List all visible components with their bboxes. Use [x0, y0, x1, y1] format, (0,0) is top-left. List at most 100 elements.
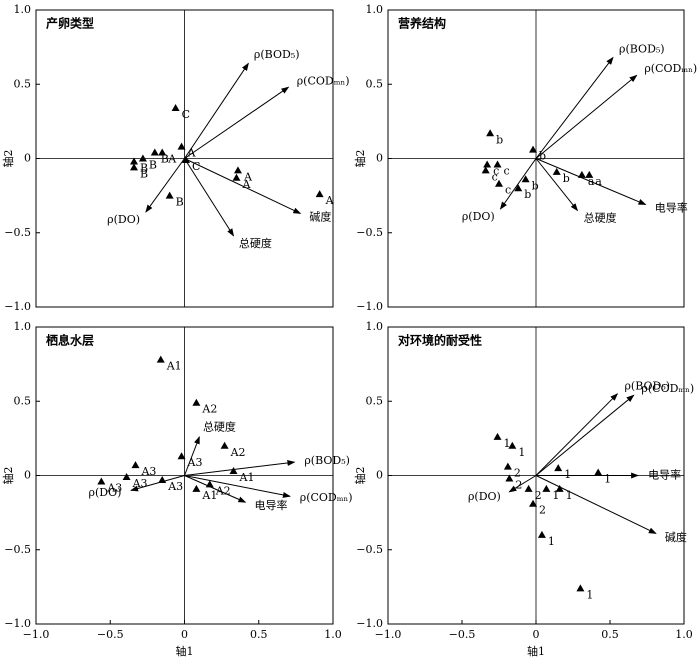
arrow-label: ρ(BOD₅): [254, 48, 300, 61]
point-label: A: [241, 178, 251, 191]
point-label: b: [496, 133, 503, 146]
site-point: [156, 355, 165, 363]
y-axis-label: 轴2: [353, 150, 367, 168]
point-label: 1: [564, 468, 571, 481]
y-tick-label: 0.5: [366, 394, 384, 407]
point-label: A3: [187, 456, 203, 469]
point-label: A2: [215, 484, 231, 497]
point-label: a: [595, 175, 602, 188]
arrow-label: ρ(BOD₅): [624, 380, 670, 393]
y-tick-label: −0.5: [4, 226, 31, 239]
x-tick-label: −1.0: [23, 628, 50, 641]
arrow-label: 总硬度: [584, 210, 617, 224]
point-label: 2: [535, 489, 542, 502]
loading-arrow: [184, 435, 200, 476]
site-point: [233, 166, 242, 174]
x-tick-label: −1.0: [375, 628, 402, 641]
y-axis-label: 轴2: [353, 467, 367, 485]
point-label: A1: [201, 489, 217, 502]
site-point: [585, 170, 594, 178]
site-point: [576, 584, 585, 592]
point-label: A: [187, 147, 197, 160]
loading-arrow: [535, 158, 579, 212]
point-label: B: [176, 196, 184, 209]
site-point: [529, 499, 538, 507]
point-label: A: [325, 194, 335, 207]
y-tick-label: 0: [24, 152, 31, 165]
loading-arrow: [535, 393, 619, 476]
y-tick-label: 0: [376, 469, 383, 482]
arrow-label: ρ(DO): [462, 210, 495, 223]
point-label: a: [588, 175, 595, 188]
point-label: c: [505, 184, 511, 197]
point-label: A3: [140, 465, 156, 478]
y-tick-label: −1.0: [356, 300, 383, 313]
site-point: [481, 166, 490, 174]
site-point: [555, 484, 564, 492]
point-label: A3: [167, 480, 183, 493]
y-tick-label: 1.0: [366, 3, 384, 16]
point-label: B: [140, 161, 148, 174]
panel-title: 产卵类型: [46, 16, 94, 31]
y-tick-label: 0.5: [14, 394, 32, 407]
site-point: [514, 184, 523, 192]
site-point: [503, 462, 512, 470]
point-label: A2: [230, 446, 246, 459]
point-label: B: [149, 159, 157, 172]
x-axis-label: 轴1: [527, 644, 545, 658]
point-label: 1: [586, 588, 593, 601]
arrow-label: 总硬度: [203, 420, 236, 434]
x-tick-label: −0.5: [449, 628, 476, 641]
site-point: [150, 148, 159, 156]
point-label: 2: [539, 504, 546, 517]
site-point: [486, 129, 495, 137]
x-tick-label: 0.5: [250, 628, 268, 641]
arrow-label: 电导率: [648, 468, 681, 482]
site-point: [192, 398, 201, 406]
site-point: [97, 477, 106, 485]
loading-arrow: [535, 74, 638, 159]
point-label: 2: [514, 467, 521, 480]
x-tick-label: 1.0: [324, 628, 342, 641]
site-point: [165, 191, 174, 199]
arrow-label: ρ(DO): [89, 486, 122, 499]
point-label: 1: [518, 446, 525, 459]
site-point: [483, 160, 492, 168]
point-label: B: [140, 167, 148, 180]
site-point: [158, 475, 167, 483]
loading-arrow: [508, 475, 537, 493]
point-label: 2: [515, 478, 522, 491]
point-label: b: [524, 188, 531, 201]
point-label: c: [493, 164, 499, 177]
arrow-label: 碱度: [309, 210, 331, 224]
site-point: [594, 468, 603, 476]
site-point: [577, 170, 586, 178]
site-point: [171, 104, 180, 112]
y-tick-label: 0.5: [366, 77, 384, 90]
point-label: b: [532, 179, 539, 192]
y-tick-label: 1.0: [14, 3, 32, 16]
site-point: [131, 461, 140, 469]
panel-title: 营养结构: [398, 16, 446, 31]
x-tick-label: 1.0: [675, 628, 693, 641]
point-label: 1: [552, 489, 559, 502]
arrow-label: ρ(CODₘₙ): [297, 75, 350, 88]
arrow-label: ρ(BOD₅): [619, 43, 665, 56]
x-tick-label: 0: [533, 628, 540, 641]
site-point: [524, 484, 533, 492]
point-label: B: [161, 153, 169, 166]
site-point: [529, 145, 538, 153]
site-point: [552, 167, 561, 175]
site-point: [122, 472, 131, 480]
point-label: C: [182, 108, 190, 121]
site-point: [554, 464, 563, 472]
y-tick-label: −0.5: [356, 543, 383, 556]
site-point: [192, 484, 201, 492]
loading-arrow: [184, 158, 302, 214]
arrow-label: ρ(CODₘₙ): [641, 382, 694, 395]
y-tick-label: 0: [24, 469, 31, 482]
site-point: [232, 173, 241, 181]
site-point: [220, 441, 229, 449]
